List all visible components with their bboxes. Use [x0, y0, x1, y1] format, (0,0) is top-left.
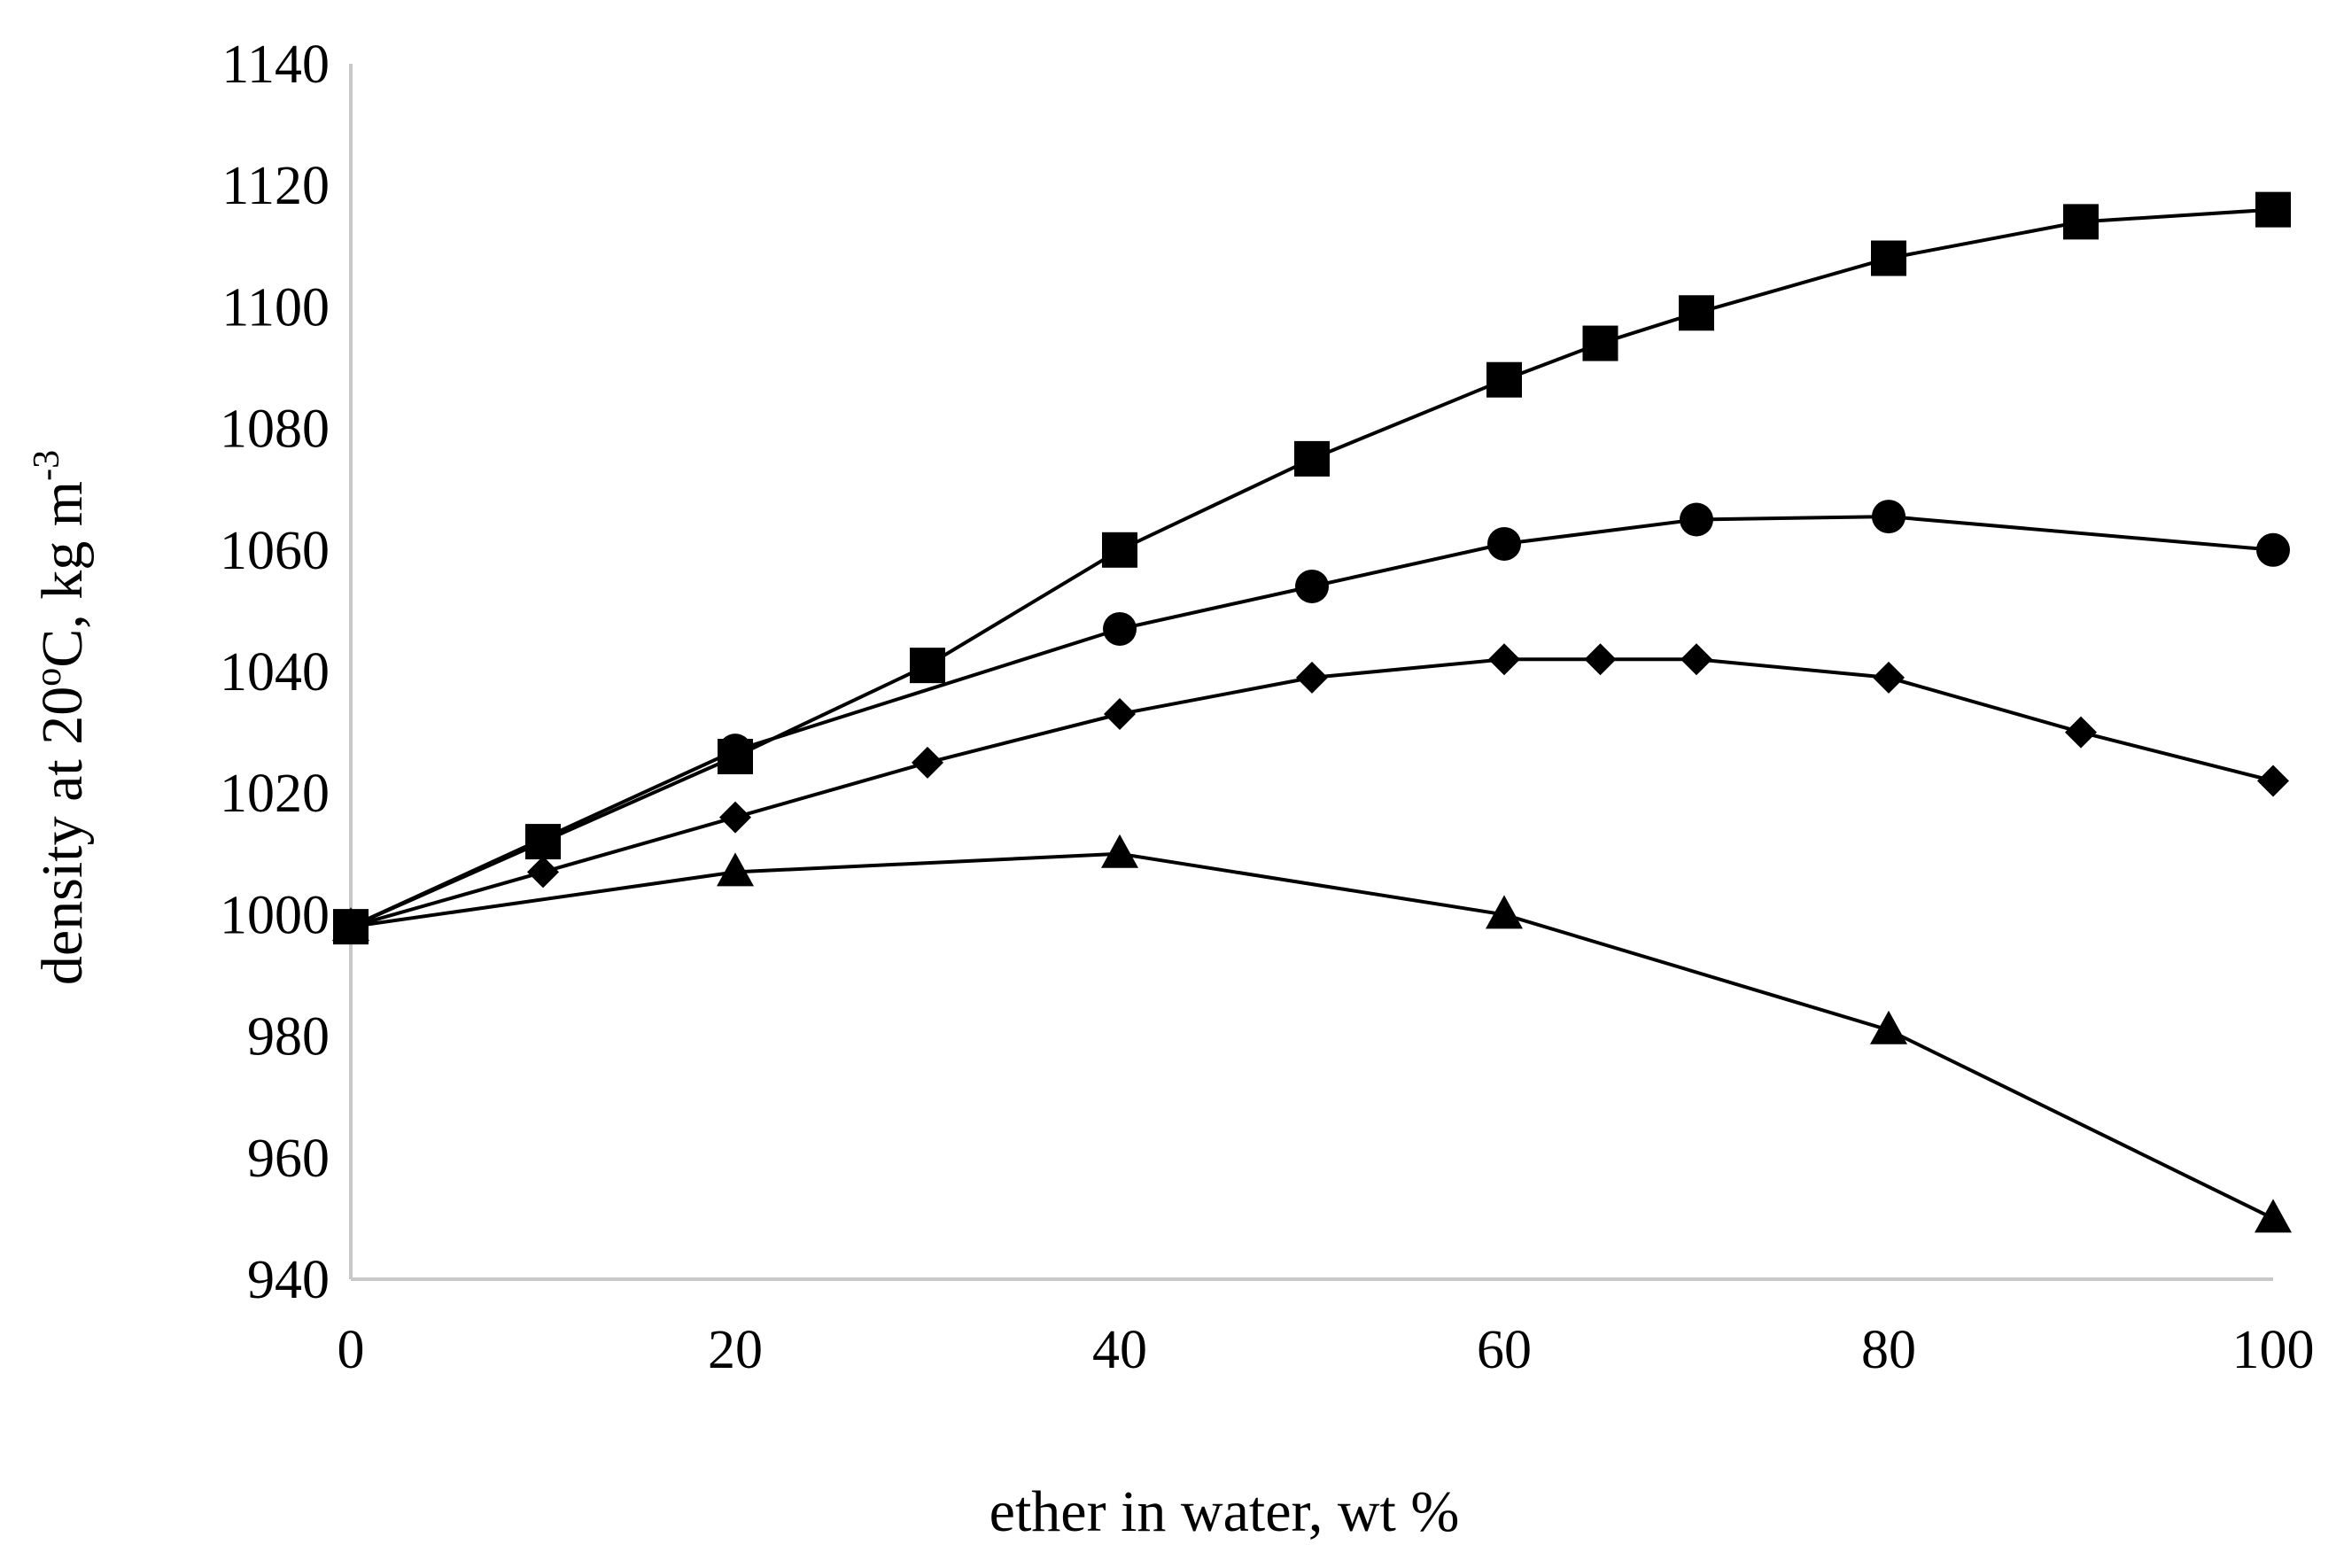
series-triangle [332, 834, 2292, 1233]
data-point-triangle [1486, 895, 1523, 929]
data-point-diamond [719, 801, 751, 834]
data-point-triangle [1101, 834, 1138, 868]
data-point-triangle [2255, 1199, 2292, 1233]
y-axis-title: density at 20oC, kg m-3 [27, 450, 95, 985]
data-point-square [2255, 191, 2291, 228]
data-point-square [1582, 325, 1618, 361]
y-axis-title-main: density at 20 [30, 687, 95, 985]
data-point-circle [718, 734, 752, 768]
data-point-square [910, 648, 945, 684]
data-point-diamond [1680, 643, 1712, 676]
y-tick-label: 1000 [220, 885, 330, 945]
x-tick-label: 20 [708, 1320, 763, 1380]
series-diamond [335, 643, 2289, 943]
data-point-square [1679, 295, 1714, 331]
data-point-triangle [1870, 1010, 1907, 1044]
data-point-square [1102, 532, 1137, 568]
y-tick-label: 1120 [221, 156, 330, 216]
x-tick-label: 60 [1477, 1320, 1532, 1380]
data-point-square [2063, 204, 2099, 240]
y-axis-title-degree: o [28, 668, 69, 687]
series-layer [332, 191, 2292, 1233]
y-tick-labels: 940 960 980 1000 1020 1040 1060 1080 1100 1120 114… [220, 35, 330, 1310]
data-point-circle [1103, 611, 1137, 646]
y-tick-label: 1140 [221, 35, 330, 95]
y-tick-label: 940 [247, 1250, 330, 1310]
series-line-diamond [350, 657, 2274, 929]
series-line-circle [350, 515, 2274, 928]
y-axis-title-rest: C, kg m [30, 481, 95, 668]
data-point-diamond [2065, 716, 2097, 749]
data-point-diamond [527, 856, 559, 889]
data-point-circle [1872, 500, 1905, 534]
x-tick-label: 100 [2232, 1320, 2315, 1380]
data-point-diamond [1104, 698, 1136, 731]
y-tick-label: 1020 [220, 764, 330, 824]
x-tick-labels: 0 20 40 60 80 100 [338, 1320, 2315, 1380]
y-tick-label: 960 [247, 1129, 330, 1189]
series-circle [334, 500, 2290, 944]
data-point-triangle [332, 907, 369, 942]
series-line-triangle [350, 851, 2274, 1221]
y-axis-title-exponent: -3 [27, 450, 67, 481]
data-point-diamond [912, 746, 943, 779]
y-tick-label: 1080 [220, 400, 330, 460]
data-point-diamond [2257, 765, 2289, 797]
x-tick-label: 80 [1861, 1320, 1916, 1380]
data-point-circle [1295, 569, 1329, 603]
y-tick-label: 1060 [220, 521, 330, 581]
data-point-triangle [717, 852, 754, 887]
y-tick-label: 1100 [221, 277, 330, 338]
x-tick-label: 0 [338, 1320, 365, 1380]
data-point-square [1294, 440, 1330, 477]
data-point-diamond [1873, 661, 1905, 694]
series-line-square [350, 207, 2274, 928]
x-tick-label: 40 [1092, 1320, 1147, 1380]
y-tick-label: 980 [247, 1007, 330, 1067]
data-point-square [1486, 361, 1522, 398]
x-axis-title: ether in water, wt % [990, 1479, 1460, 1544]
data-point-diamond [1584, 643, 1617, 676]
data-point-circle [1487, 526, 1521, 561]
data-point-diamond [1488, 643, 1520, 676]
series-square [333, 191, 2291, 945]
data-point-diamond [1296, 661, 1328, 694]
data-point-circle [1680, 502, 1713, 537]
y-tick-label: 1040 [220, 642, 330, 702]
axes [349, 64, 2273, 1281]
data-point-square [525, 824, 561, 860]
data-point-square [1871, 240, 1906, 276]
data-point-circle [2256, 532, 2290, 567]
